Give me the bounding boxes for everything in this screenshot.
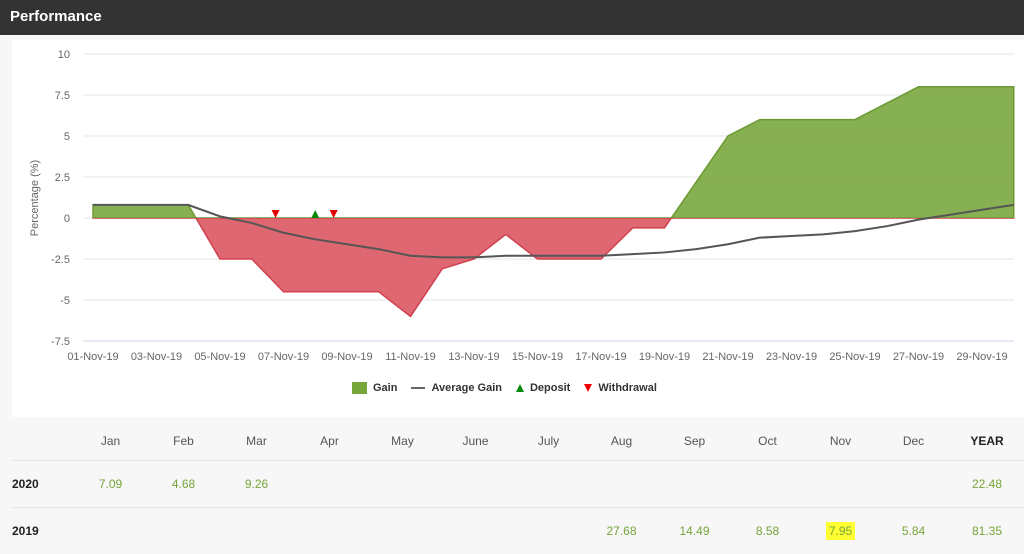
column-header: July bbox=[537, 434, 560, 448]
gain-area-negative bbox=[92, 218, 1015, 318]
triangle-down-icon bbox=[584, 384, 593, 392]
column-header: Nov bbox=[829, 434, 852, 448]
cell-value: 7.09 bbox=[98, 477, 123, 491]
table-cell: 8.58 bbox=[731, 524, 804, 538]
legend-deposit[interactable]: Deposit bbox=[515, 382, 571, 394]
column-header: Jan bbox=[100, 434, 121, 448]
column-header: Dec bbox=[902, 434, 925, 448]
column-header: Apr bbox=[320, 434, 339, 448]
cell-value: 14.49 bbox=[679, 524, 710, 538]
y-tick-label: 10 bbox=[58, 49, 70, 61]
x-tick-label: 13-Nov-19 bbox=[448, 351, 499, 363]
cell-value: 27.68 bbox=[606, 524, 637, 538]
x-tick-label: 23-Nov-19 bbox=[766, 351, 817, 363]
y-axis-title: Percentage (%) bbox=[29, 160, 41, 236]
x-tick-label: 07-Nov-19 bbox=[258, 351, 309, 363]
column-header: Aug bbox=[610, 434, 633, 448]
y-tick-label: 7.5 bbox=[55, 90, 70, 102]
row-year: 2020 bbox=[12, 477, 39, 491]
legend-average-gain[interactable]: Average Gain bbox=[411, 382, 502, 394]
column-header: May bbox=[391, 434, 414, 448]
cell-value: 4.68 bbox=[171, 477, 196, 491]
triangle-up-icon bbox=[515, 384, 524, 392]
x-tick-label: 05-Nov-19 bbox=[194, 351, 245, 363]
table-cell: 14.49 bbox=[658, 524, 731, 538]
cell-value: 8.58 bbox=[755, 524, 780, 538]
withdrawal-marker bbox=[271, 210, 280, 218]
legend-gain[interactable]: Gain bbox=[352, 382, 397, 394]
cell-value: 9.26 bbox=[244, 477, 269, 491]
x-tick-label: 19-Nov-19 bbox=[639, 351, 690, 363]
x-tick-label: 11-Nov-19 bbox=[385, 351, 436, 363]
y-tick-label: -5 bbox=[60, 295, 70, 307]
x-tick-label: 27-Nov-19 bbox=[893, 351, 944, 363]
column-header: Feb bbox=[173, 434, 194, 448]
y-tick-label: 5 bbox=[64, 131, 70, 143]
legend-withdrawal[interactable]: Withdrawal bbox=[584, 382, 657, 394]
cell-value: 81.35 bbox=[971, 524, 1003, 538]
y-tick-label: -2.5 bbox=[51, 254, 70, 266]
chart-legend: Gain Average Gain Deposit Withdrawal bbox=[352, 382, 657, 394]
table-row: 2020 7.09 4.68 9.26 22.48 bbox=[12, 460, 1024, 507]
table-cell: 7.95 bbox=[804, 522, 877, 540]
cell-value: 22.48 bbox=[971, 477, 1003, 491]
x-tick-label: 03-Nov-19 bbox=[131, 351, 182, 363]
table-cell: 7.09 bbox=[74, 477, 147, 491]
panel-title: Performance bbox=[10, 8, 102, 25]
column-header: Mar bbox=[246, 434, 267, 448]
average-swatch bbox=[411, 387, 426, 389]
deposit-marker bbox=[311, 210, 320, 218]
table-cell: 5.84 bbox=[877, 524, 950, 538]
y-tick-label: 0 bbox=[64, 213, 70, 225]
legend-label: Withdrawal bbox=[598, 382, 657, 394]
column-header: Oct bbox=[758, 434, 777, 448]
x-tick-label: 15-Nov-19 bbox=[512, 351, 563, 363]
gain-area-positive bbox=[92, 86, 1015, 218]
y-tick-label: 2.5 bbox=[55, 172, 70, 184]
table-cell: 9.26 bbox=[220, 477, 293, 491]
table-cell: 27.68 bbox=[585, 524, 658, 538]
cell-value: 5.84 bbox=[901, 524, 926, 538]
table-cell: 4.68 bbox=[147, 477, 220, 491]
gain-swatch bbox=[352, 382, 367, 394]
column-header: YEAR bbox=[970, 434, 1004, 448]
table-cell: 22.48 bbox=[950, 477, 1024, 491]
legend-label: Deposit bbox=[529, 382, 571, 394]
table-cell: 81.35 bbox=[950, 524, 1024, 538]
legend-label: Average Gain bbox=[431, 382, 502, 394]
average-gain-line bbox=[93, 203, 1014, 259]
column-header: June bbox=[462, 434, 489, 448]
x-tick-label: 25-Nov-19 bbox=[829, 351, 880, 363]
table-header-row: Jan Feb Mar Apr May June July Aug Sep Oct Nov Dec YE… bbox=[12, 422, 1024, 460]
panel-header: Performance bbox=[0, 0, 1024, 35]
legend-label: Gain bbox=[373, 382, 398, 394]
withdrawal-marker bbox=[329, 210, 338, 218]
x-tick-label: 17-Nov-19 bbox=[575, 351, 626, 363]
x-tick-label: 29-Nov-19 bbox=[956, 351, 1007, 363]
monthly-performance-table: Jan Feb Mar Apr May June July Aug Sep Oct Nov Dec YE… bbox=[12, 422, 1024, 554]
table-row: 2019 27.68 14.49 8.58 7.95 5.84 81.35 bbox=[12, 507, 1024, 554]
column-header: Sep bbox=[683, 434, 706, 448]
y-tick-label: -7.5 bbox=[51, 336, 70, 348]
row-year: 2019 bbox=[12, 524, 39, 538]
x-tick-label: 21-Nov-19 bbox=[702, 351, 753, 363]
cell-value: 7.95 bbox=[825, 522, 856, 540]
x-tick-label: 09-Nov-19 bbox=[321, 351, 372, 363]
x-tick-label: 01-Nov-19 bbox=[67, 351, 118, 363]
